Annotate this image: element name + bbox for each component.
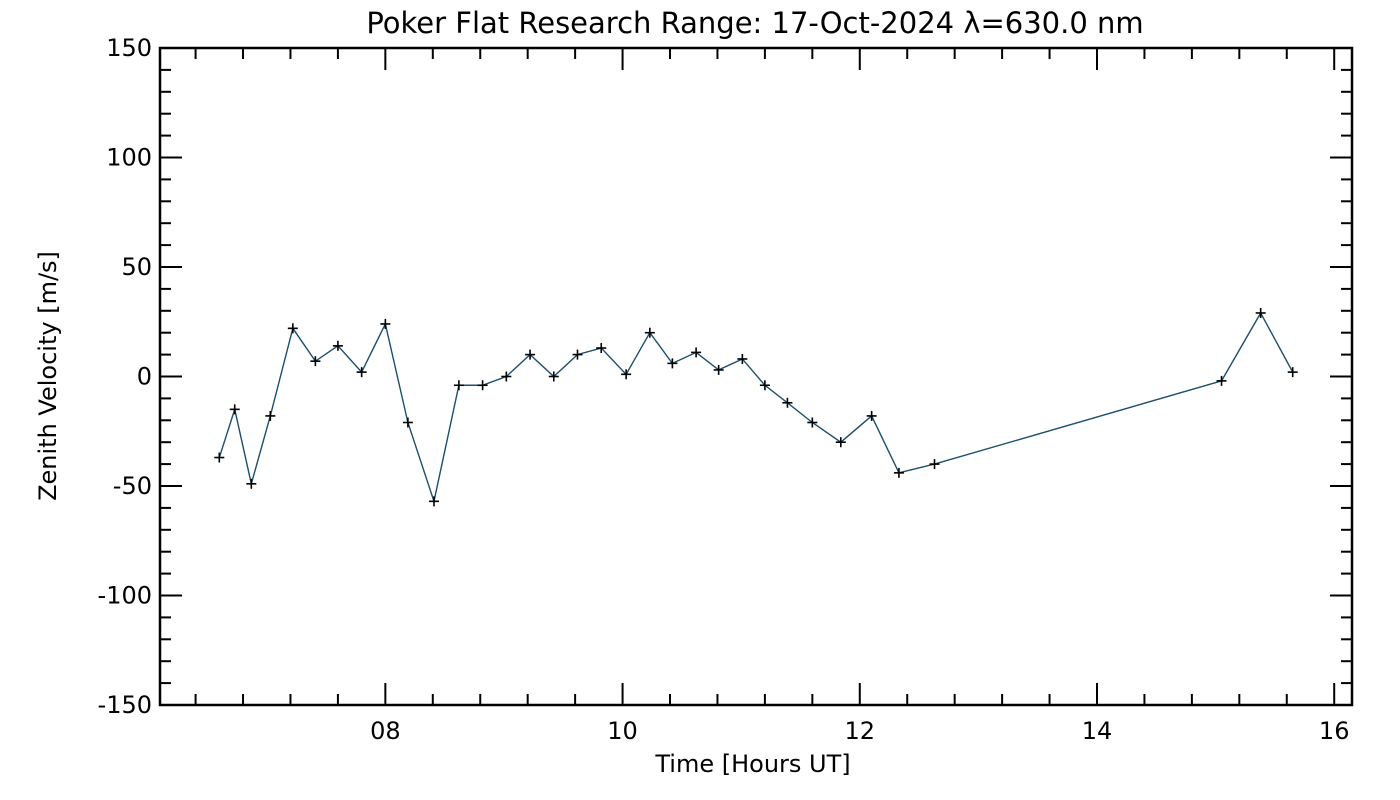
data-point-marker bbox=[572, 349, 583, 360]
chart-title: Poker Flat Research Range: 17-Oct-2024 λ… bbox=[366, 6, 1143, 40]
data-point-marker bbox=[929, 459, 940, 470]
y-tick-label: -50 bbox=[113, 472, 152, 500]
y-tick-label: -150 bbox=[98, 691, 152, 719]
y-tick-label: 150 bbox=[106, 34, 152, 62]
data-point-marker bbox=[380, 318, 391, 329]
data-point-marker bbox=[807, 417, 818, 428]
plot-frame bbox=[158, 46, 1354, 707]
y-tick-label: 0 bbox=[137, 363, 152, 391]
y-tick-label: -100 bbox=[98, 582, 152, 610]
data-point-marker bbox=[525, 349, 536, 360]
data-point-marker bbox=[1216, 375, 1227, 386]
data-point-marker bbox=[621, 369, 632, 380]
y-tick-label: 50 bbox=[121, 253, 152, 281]
y-tick-label: 100 bbox=[106, 144, 152, 172]
x-tick-label: 16 bbox=[1319, 717, 1350, 745]
series-layer bbox=[214, 307, 1298, 507]
data-point-marker bbox=[596, 343, 607, 354]
axis-ticks bbox=[160, 47, 1352, 706]
data-point-marker bbox=[477, 380, 488, 391]
data-point-marker bbox=[229, 404, 240, 415]
data-point-marker bbox=[737, 353, 748, 364]
x-tick-label: 12 bbox=[845, 717, 876, 745]
data-point-marker bbox=[246, 478, 257, 489]
x-tick-label: 14 bbox=[1082, 717, 1113, 745]
data-point-marker bbox=[835, 437, 846, 448]
data-point-marker bbox=[287, 323, 298, 334]
data-point-marker bbox=[332, 340, 343, 351]
data-point-marker bbox=[265, 410, 276, 421]
data-point-marker bbox=[1255, 307, 1266, 318]
data-point-marker bbox=[548, 371, 559, 382]
data-point-marker bbox=[453, 380, 464, 391]
data-point-marker bbox=[667, 358, 678, 369]
x-tick-label: 10 bbox=[607, 717, 638, 745]
tick-labels: 08 10 12 14 16 150 100 50 0 -50 -100 -150 bbox=[98, 34, 1350, 745]
data-point-marker bbox=[759, 380, 770, 391]
y-axis-label: Zenith Velocity [m/s] bbox=[34, 251, 62, 501]
data-point-marker bbox=[310, 356, 321, 367]
data-point-marker bbox=[893, 467, 904, 478]
data-point-marker bbox=[782, 397, 793, 408]
data-point-marker bbox=[1287, 367, 1298, 378]
data-point-marker bbox=[644, 327, 655, 338]
data-point-marker bbox=[866, 410, 877, 421]
x-axis-label: Time [Hours UT] bbox=[654, 750, 850, 778]
data-point-marker bbox=[402, 417, 413, 428]
data-point-marker bbox=[356, 367, 367, 378]
data-point-marker bbox=[713, 364, 724, 375]
data-point-marker bbox=[501, 371, 512, 382]
data-point-marker bbox=[428, 496, 439, 507]
data-point-marker bbox=[214, 452, 225, 463]
x-tick-label: 08 bbox=[370, 717, 401, 745]
data-point-marker bbox=[691, 347, 702, 358]
series-line bbox=[218, 311, 1294, 504]
